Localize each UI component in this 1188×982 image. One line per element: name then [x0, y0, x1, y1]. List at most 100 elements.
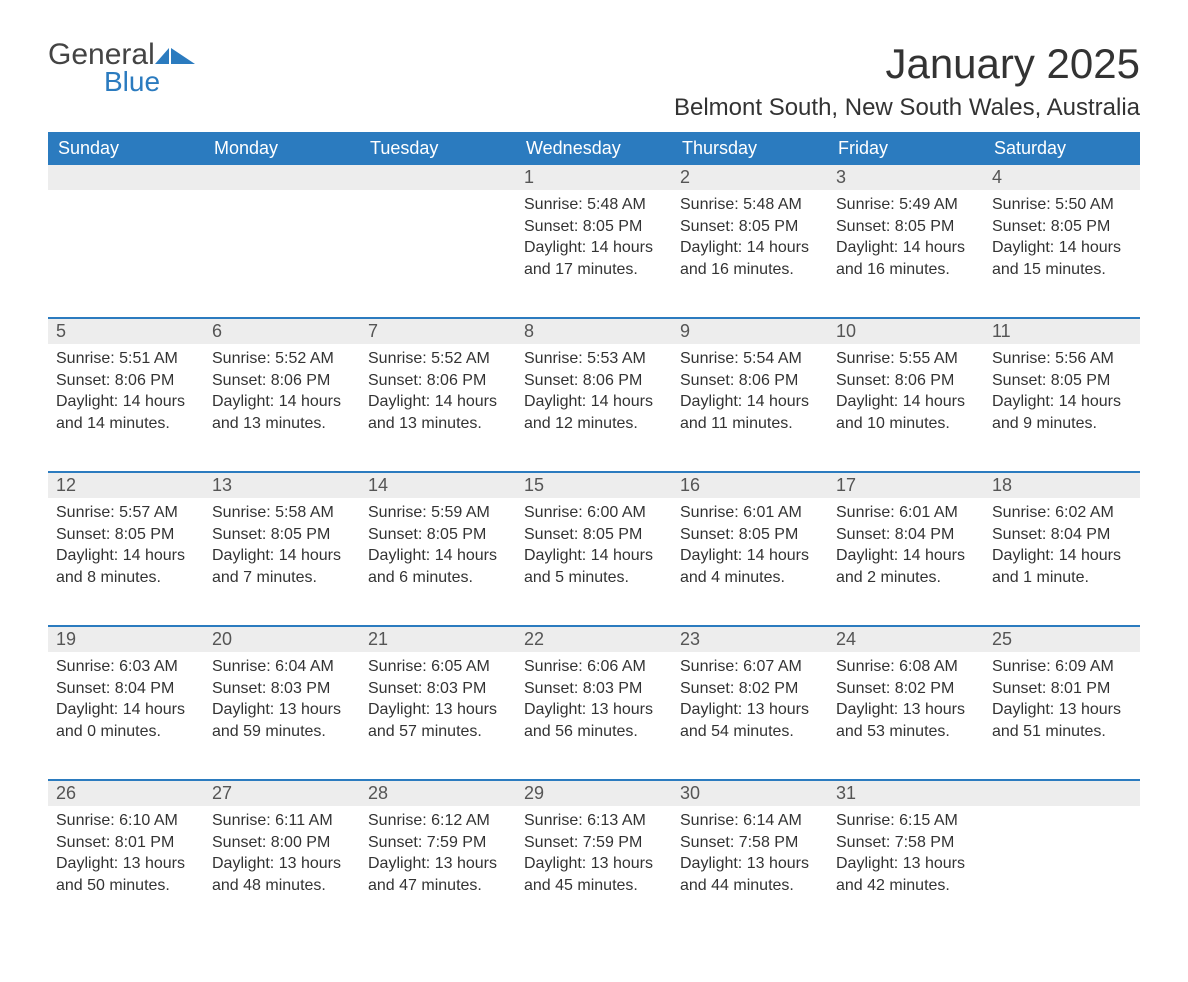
sunset-line: Sunset: 8:05 PM: [368, 524, 508, 546]
sunrise-line: Sunrise: 6:10 AM: [56, 810, 196, 832]
sunset-line: Sunset: 8:02 PM: [680, 678, 820, 700]
day-content-cell: Sunrise: 6:00 AMSunset: 8:05 PMDaylight:…: [516, 498, 672, 626]
sunset-line: Sunset: 8:06 PM: [680, 370, 820, 392]
daylight-line: Daylight: 14 hours and 16 minutes.: [836, 237, 976, 280]
sunrise-line: Sunrise: 6:14 AM: [680, 810, 820, 832]
day-content-cell: Sunrise: 5:56 AMSunset: 8:05 PMDaylight:…: [984, 344, 1140, 472]
daylight-line: Daylight: 13 hours and 51 minutes.: [992, 699, 1132, 742]
sunset-line: Sunset: 8:04 PM: [836, 524, 976, 546]
day-number-cell: 7: [360, 318, 516, 344]
sunrise-line: Sunrise: 5:55 AM: [836, 348, 976, 370]
day-content-cell: Sunrise: 5:55 AMSunset: 8:06 PMDaylight:…: [828, 344, 984, 472]
day-number-cell: 16: [672, 472, 828, 498]
day-number-cell: 22: [516, 626, 672, 652]
day-content-cell: [984, 806, 1140, 934]
sunset-line: Sunset: 8:03 PM: [524, 678, 664, 700]
day-number-cell: 28: [360, 780, 516, 806]
day-content-cell: Sunrise: 6:08 AMSunset: 8:02 PMDaylight:…: [828, 652, 984, 780]
sunset-line: Sunset: 7:59 PM: [368, 832, 508, 854]
sunset-line: Sunset: 8:05 PM: [992, 370, 1132, 392]
day-content-cell: [360, 190, 516, 318]
sunrise-line: Sunrise: 5:50 AM: [992, 194, 1132, 216]
day-number-cell: 27: [204, 780, 360, 806]
month-title: January 2025: [674, 40, 1140, 88]
sunset-line: Sunset: 8:02 PM: [836, 678, 976, 700]
sunrise-line: Sunrise: 5:57 AM: [56, 502, 196, 524]
sunrise-line: Sunrise: 5:51 AM: [56, 348, 196, 370]
day-number-cell: 29: [516, 780, 672, 806]
day-number-cell: 31: [828, 780, 984, 806]
sunset-line: Sunset: 8:06 PM: [836, 370, 976, 392]
sunset-line: Sunset: 8:01 PM: [992, 678, 1132, 700]
day-number-cell: 2: [672, 165, 828, 190]
sunset-line: Sunset: 8:05 PM: [524, 524, 664, 546]
daylight-line: Daylight: 14 hours and 1 minute.: [992, 545, 1132, 588]
sunrise-line: Sunrise: 6:15 AM: [836, 810, 976, 832]
sunrise-line: Sunrise: 6:01 AM: [680, 502, 820, 524]
daylight-line: Daylight: 14 hours and 5 minutes.: [524, 545, 664, 588]
day-number-cell: 3: [828, 165, 984, 190]
week-number-row: 262728293031: [48, 780, 1140, 806]
day-content-cell: Sunrise: 5:54 AMSunset: 8:06 PMDaylight:…: [672, 344, 828, 472]
daylight-line: Daylight: 13 hours and 59 minutes.: [212, 699, 352, 742]
day-content-cell: [204, 190, 360, 318]
daylight-line: Daylight: 14 hours and 15 minutes.: [992, 237, 1132, 280]
day-number-cell: 23: [672, 626, 828, 652]
day-header: Sunday: [48, 132, 204, 165]
sunrise-line: Sunrise: 5:59 AM: [368, 502, 508, 524]
day-number-cell: 13: [204, 472, 360, 498]
week-number-row: 19202122232425: [48, 626, 1140, 652]
day-content-cell: Sunrise: 5:58 AMSunset: 8:05 PMDaylight:…: [204, 498, 360, 626]
day-number-cell: 18: [984, 472, 1140, 498]
day-header: Wednesday: [516, 132, 672, 165]
daylight-line: Daylight: 14 hours and 6 minutes.: [368, 545, 508, 588]
week-content-row: Sunrise: 6:10 AMSunset: 8:01 PMDaylight:…: [48, 806, 1140, 934]
day-content-cell: Sunrise: 5:48 AMSunset: 8:05 PMDaylight:…: [516, 190, 672, 318]
header: General Blue January 2025 Belmont South,…: [48, 40, 1140, 132]
day-number-cell: 25: [984, 626, 1140, 652]
calendar-table: SundayMondayTuesdayWednesdayThursdayFrid…: [48, 132, 1140, 934]
day-content-cell: Sunrise: 5:52 AMSunset: 8:06 PMDaylight:…: [360, 344, 516, 472]
sunrise-line: Sunrise: 6:05 AM: [368, 656, 508, 678]
day-number-cell: [48, 165, 204, 190]
sunrise-line: Sunrise: 5:48 AM: [680, 194, 820, 216]
day-number-cell: 15: [516, 472, 672, 498]
daylight-line: Daylight: 13 hours and 53 minutes.: [836, 699, 976, 742]
day-content-cell: Sunrise: 6:11 AMSunset: 8:00 PMDaylight:…: [204, 806, 360, 934]
daylight-line: Daylight: 14 hours and 8 minutes.: [56, 545, 196, 588]
daylight-line: Daylight: 14 hours and 2 minutes.: [836, 545, 976, 588]
day-number-cell: 6: [204, 318, 360, 344]
day-content-cell: Sunrise: 5:50 AMSunset: 8:05 PMDaylight:…: [984, 190, 1140, 318]
week-content-row: Sunrise: 5:51 AMSunset: 8:06 PMDaylight:…: [48, 344, 1140, 472]
calendar-header-row: SundayMondayTuesdayWednesdayThursdayFrid…: [48, 132, 1140, 165]
day-number-cell: [984, 780, 1140, 806]
daylight-line: Daylight: 14 hours and 17 minutes.: [524, 237, 664, 280]
day-content-cell: Sunrise: 6:13 AMSunset: 7:59 PMDaylight:…: [516, 806, 672, 934]
day-number-cell: 10: [828, 318, 984, 344]
sunset-line: Sunset: 8:06 PM: [212, 370, 352, 392]
sunrise-line: Sunrise: 5:54 AM: [680, 348, 820, 370]
day-number-cell: 24: [828, 626, 984, 652]
sunset-line: Sunset: 8:06 PM: [56, 370, 196, 392]
day-content-cell: Sunrise: 6:04 AMSunset: 8:03 PMDaylight:…: [204, 652, 360, 780]
sunset-line: Sunset: 8:05 PM: [680, 216, 820, 238]
sunset-line: Sunset: 8:06 PM: [524, 370, 664, 392]
daylight-line: Daylight: 13 hours and 57 minutes.: [368, 699, 508, 742]
week-number-row: 1234: [48, 165, 1140, 190]
day-content-cell: Sunrise: 6:09 AMSunset: 8:01 PMDaylight:…: [984, 652, 1140, 780]
sunset-line: Sunset: 8:00 PM: [212, 832, 352, 854]
sunset-line: Sunset: 8:05 PM: [836, 216, 976, 238]
sunrise-line: Sunrise: 5:53 AM: [524, 348, 664, 370]
day-content-cell: Sunrise: 6:10 AMSunset: 8:01 PMDaylight:…: [48, 806, 204, 934]
title-block: January 2025 Belmont South, New South Wa…: [674, 40, 1140, 132]
day-number-cell: 11: [984, 318, 1140, 344]
daylight-line: Daylight: 14 hours and 16 minutes.: [680, 237, 820, 280]
day-content-cell: Sunrise: 6:05 AMSunset: 8:03 PMDaylight:…: [360, 652, 516, 780]
day-number-cell: [204, 165, 360, 190]
daylight-line: Daylight: 14 hours and 0 minutes.: [56, 699, 196, 742]
week-number-row: 12131415161718: [48, 472, 1140, 498]
sunset-line: Sunset: 8:01 PM: [56, 832, 196, 854]
sunset-line: Sunset: 8:05 PM: [524, 216, 664, 238]
week-content-row: Sunrise: 6:03 AMSunset: 8:04 PMDaylight:…: [48, 652, 1140, 780]
daylight-line: Daylight: 14 hours and 13 minutes.: [368, 391, 508, 434]
